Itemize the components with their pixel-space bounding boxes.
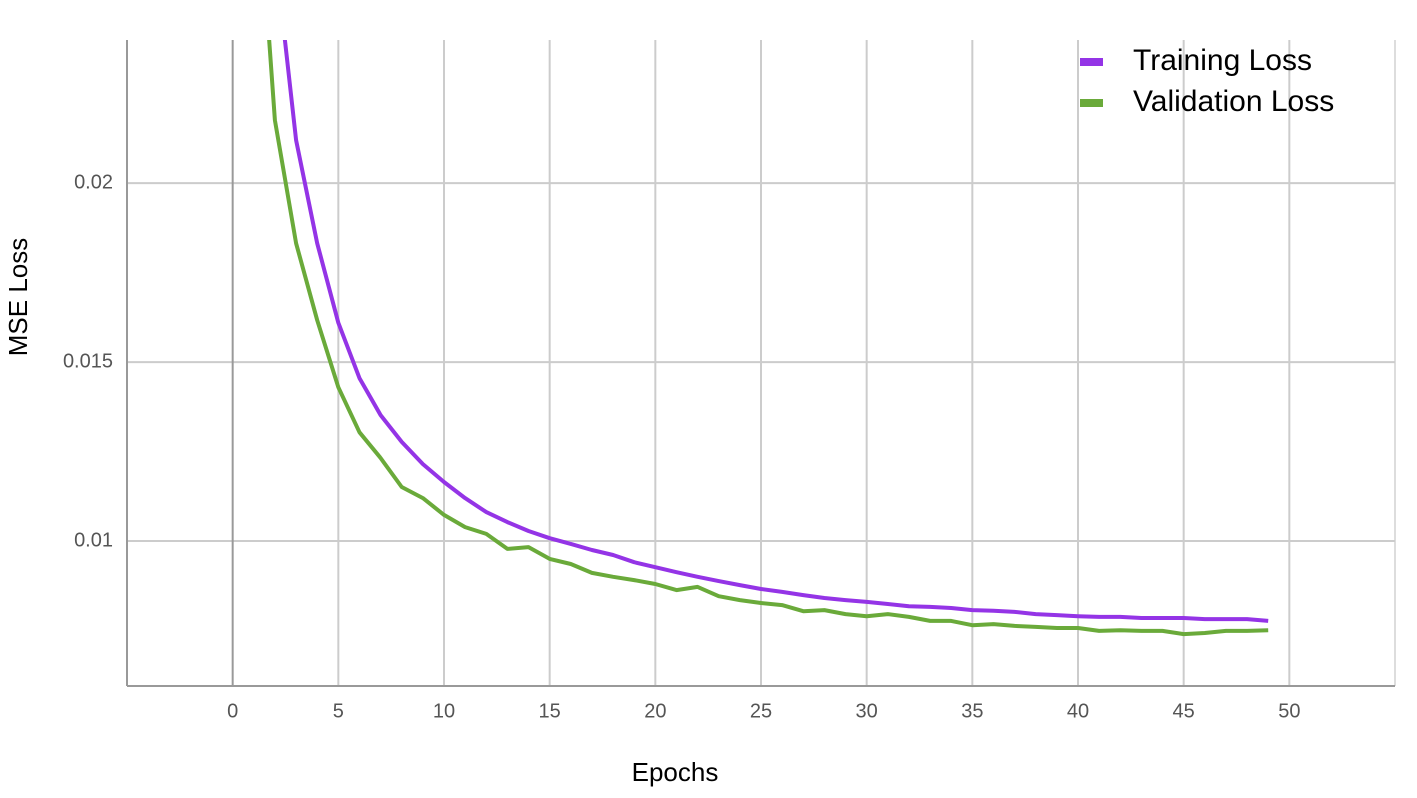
x-tick-label: 25 — [750, 700, 772, 722]
x-tick-label: 20 — [644, 700, 666, 722]
x-tick-label: 5 — [333, 700, 344, 722]
line-series — [282, 40, 1269, 623]
x-tick-label: 30 — [856, 700, 878, 722]
legend-label: Training Loss — [1133, 44, 1312, 77]
y-axis-title: MSE Loss — [3, 238, 33, 357]
x-axis-title: Epochs — [632, 757, 719, 787]
x-tick-label: 35 — [961, 700, 983, 722]
x-tick-label: 10 — [433, 700, 455, 722]
y-tick-label: 0.02 — [74, 171, 113, 193]
x-tick-label: 40 — [1067, 700, 1089, 722]
x-tick-label: 0 — [227, 700, 238, 722]
y-tick-label: 0.01 — [74, 529, 113, 551]
y-tick-label: 0.015 — [63, 350, 113, 372]
line-series — [267, 40, 1269, 637]
legend-label: Validation Loss — [1133, 85, 1334, 118]
plot-area — [267, 40, 1269, 637]
grid — [126, 40, 1396, 687]
x-tick-label: 50 — [1278, 700, 1300, 722]
x-tick-label: 15 — [539, 700, 561, 722]
x-tick-label: 45 — [1173, 700, 1195, 722]
legend-swatch — [1080, 99, 1103, 107]
legend-swatch — [1080, 58, 1103, 66]
